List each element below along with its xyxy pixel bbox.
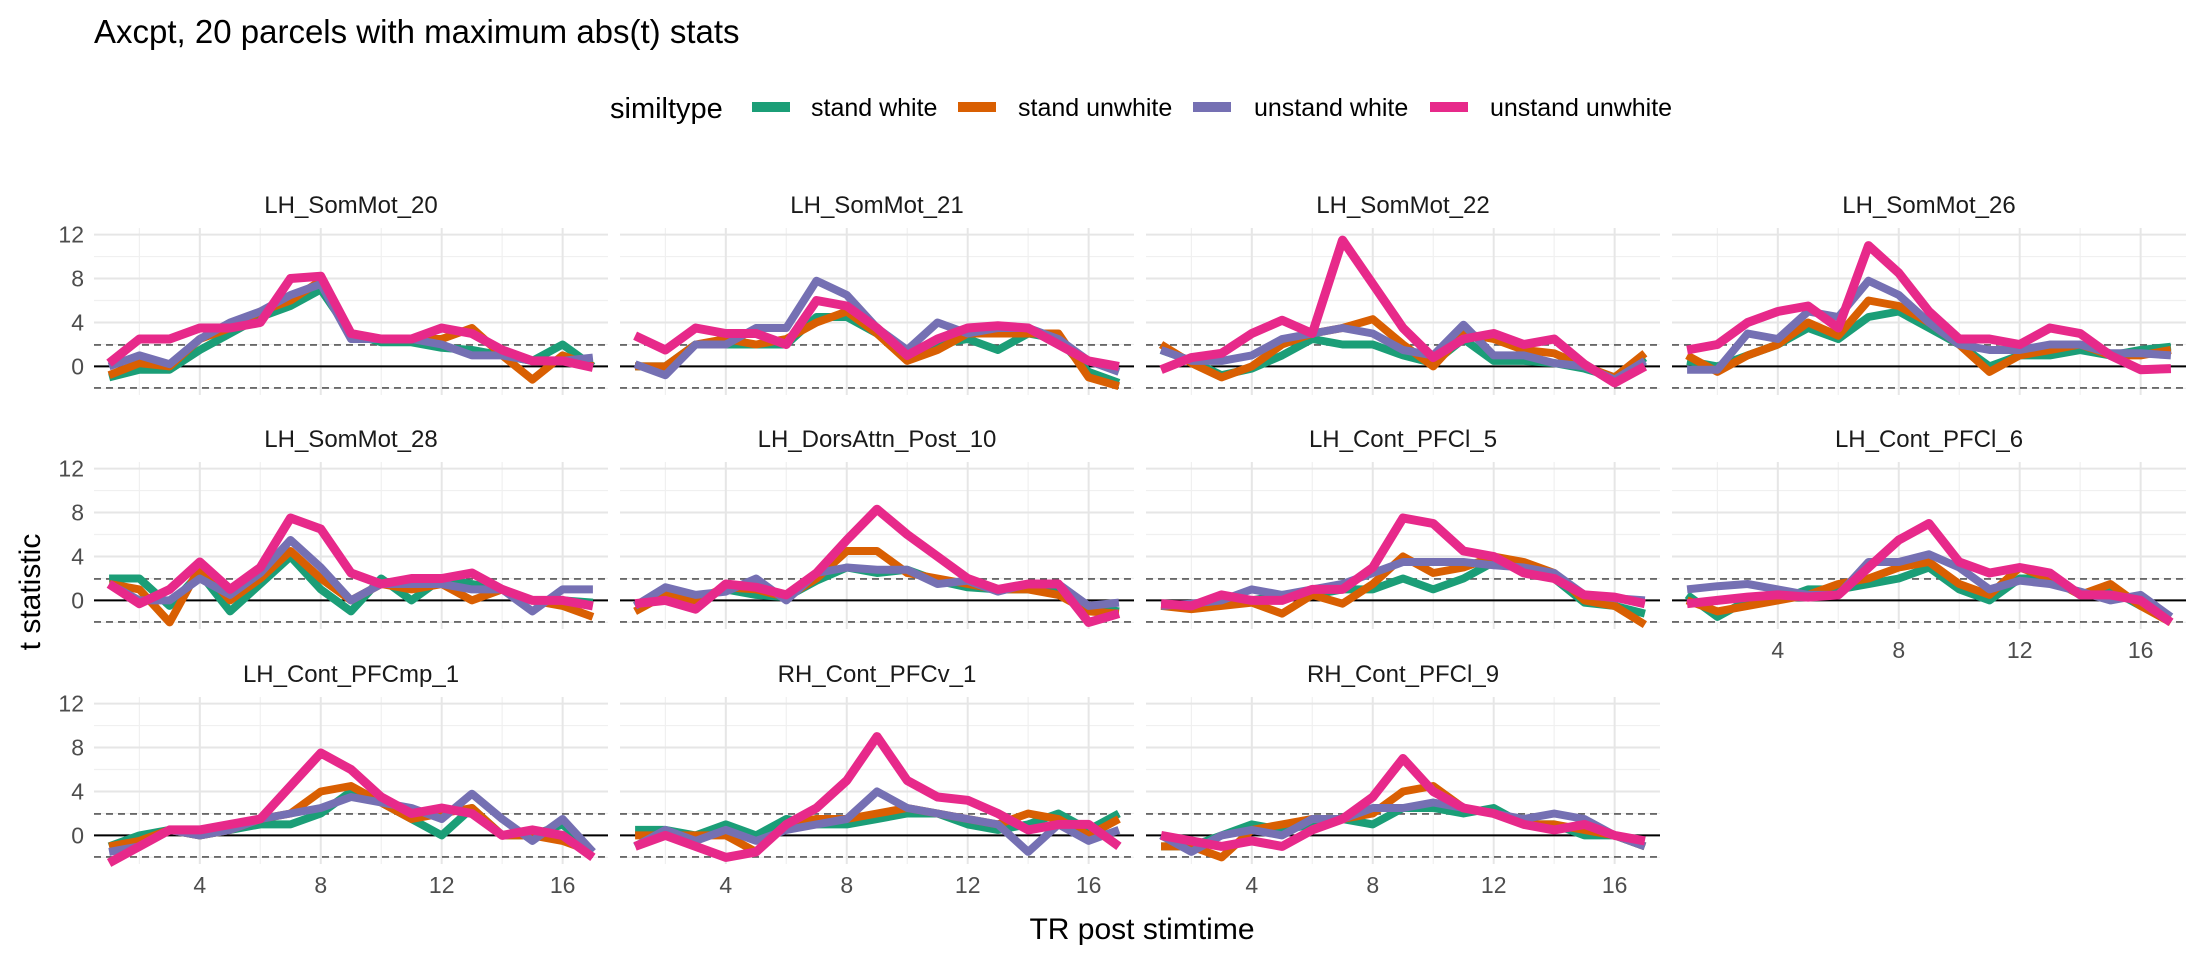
series-line-unstand-unwhite xyxy=(1686,241,2172,375)
series-line-stand-unwhite xyxy=(1159,315,1648,382)
panel-6: LH_Cont_PFCl_5 xyxy=(1146,426,1660,629)
legend: similtype stand white stand unwhite unstan… xyxy=(610,93,1672,125)
facet-panels: LH_SomMot_20 0 4 8 12 LH_SomMot_21 LH_SomMot_2… xyxy=(58,192,2186,898)
x-tick-label: 4 xyxy=(1771,637,1784,663)
y-tick-label: 0 xyxy=(71,587,84,613)
panel-9: RH_Cont_PFCv_1 4 8 12 16 xyxy=(620,661,1134,898)
panel-2: LH_SomMot_22 xyxy=(1146,192,1660,395)
x-axis-title: TR post stimtime xyxy=(1029,913,1254,946)
x-tick-label: 12 xyxy=(2007,637,2033,663)
y-axis-title: t statistic xyxy=(14,534,47,651)
x-tick-label: 16 xyxy=(1602,872,1628,898)
y-tick-label: 4 xyxy=(71,309,84,335)
legend-title: similtype xyxy=(610,93,723,125)
legend-label-0: stand white xyxy=(811,94,937,122)
series-line-unstand-white xyxy=(1159,798,1647,856)
series-line-unstand-unwhite xyxy=(106,513,594,611)
series-line-unstand-unwhite xyxy=(634,504,1121,627)
series-line-unstand-white xyxy=(1687,276,2172,374)
x-tick-label: 8 xyxy=(314,872,327,898)
series-line-unstand-white xyxy=(1159,320,1648,384)
x-tick-label: 8 xyxy=(1366,872,1379,898)
x-tick-label: 8 xyxy=(840,872,853,898)
series-line-unstand-unwhite xyxy=(1686,519,2174,627)
y-tick-label: 8 xyxy=(71,500,84,526)
panel-1: LH_SomMot_21 xyxy=(620,192,1134,395)
y-tick-label: 12 xyxy=(58,691,84,717)
y-tick-label: 8 xyxy=(71,735,84,761)
panel-title-1: LH_SomMot_21 xyxy=(790,192,963,219)
y-tick-label: 12 xyxy=(58,456,84,482)
x-tick-label: 4 xyxy=(193,872,206,898)
series-line-unstand-unwhite xyxy=(1160,513,1646,611)
legend-label-1: stand unwhite xyxy=(1018,94,1172,122)
series-line-unstand-unwhite xyxy=(633,296,1120,371)
x-tick-label: 4 xyxy=(719,872,732,898)
x-tick-label: 16 xyxy=(550,872,576,898)
panel-5: LH_DorsAttn_Post_10 xyxy=(620,426,1134,629)
panel-title-6: LH_Cont_PFCl_5 xyxy=(1309,426,1497,453)
y-tick-label: 0 xyxy=(71,353,84,379)
panel-4: LH_SomMot_28 0 4 8 12 xyxy=(58,426,608,629)
y-tick-label: 4 xyxy=(71,778,84,804)
series-line-unstand-white xyxy=(108,789,596,856)
panel-title-8: LH_Cont_PFCmp_1 xyxy=(243,661,459,688)
series-line-unstand-unwhite xyxy=(106,748,596,867)
series-line-stand-white xyxy=(635,809,1121,840)
x-tick-label: 12 xyxy=(1481,872,1507,898)
series-line-unstand-unwhite xyxy=(633,732,1122,862)
panel-10: RH_Cont_PFCl_9 4 8 12 16 xyxy=(1146,661,1660,898)
panel-title-10: RH_Cont_PFCl_9 xyxy=(1307,661,1499,688)
x-tick-label: 4 xyxy=(1245,872,1258,898)
y-tick-label: 0 xyxy=(71,822,84,848)
legend-label-2: unstand white xyxy=(1254,94,1408,122)
chart-title: Axcpt, 20 parcels with maximum abs(t) st… xyxy=(94,13,740,50)
panel-8: LH_Cont_PFCmp_1 0 4 8 12 4 8 12 16 xyxy=(58,661,608,898)
series-line-unstand-unwhite xyxy=(1160,754,1646,851)
panel-title-2: LH_SomMot_22 xyxy=(1316,192,1489,219)
y-tick-label: 4 xyxy=(71,543,84,569)
series-line-unstand-unwhite xyxy=(106,271,594,372)
x-tick-label: 12 xyxy=(429,872,455,898)
x-tick-label: 16 xyxy=(1076,872,1102,898)
x-tick-label: 8 xyxy=(1892,637,1905,663)
panel-title-7: LH_Cont_PFCl_6 xyxy=(1835,426,2023,453)
legend-label-3: unstand unwhite xyxy=(1490,94,1672,122)
panel-title-5: LH_DorsAttn_Post_10 xyxy=(758,426,997,453)
x-tick-label: 16 xyxy=(2128,637,2154,663)
panel-3: LH_SomMot_26 xyxy=(1672,192,2186,395)
panel-title-3: LH_SomMot_26 xyxy=(1842,192,2015,219)
panel-0: LH_SomMot_20 0 4 8 12 xyxy=(58,192,608,395)
x-tick-label: 12 xyxy=(955,872,981,898)
series-line-unstand-unwhite xyxy=(1159,235,1648,388)
y-tick-label: 12 xyxy=(58,222,84,248)
series-line-unstand-white xyxy=(633,787,1121,856)
panel-7: LH_Cont_PFCl_6 4 8 12 16 xyxy=(1672,426,2186,663)
panel-title-9: RH_Cont_PFCv_1 xyxy=(778,661,977,688)
panel-title-0: LH_SomMot_20 xyxy=(264,192,437,219)
y-tick-label: 8 xyxy=(71,266,84,292)
panel-title-4: LH_SomMot_28 xyxy=(264,426,437,453)
